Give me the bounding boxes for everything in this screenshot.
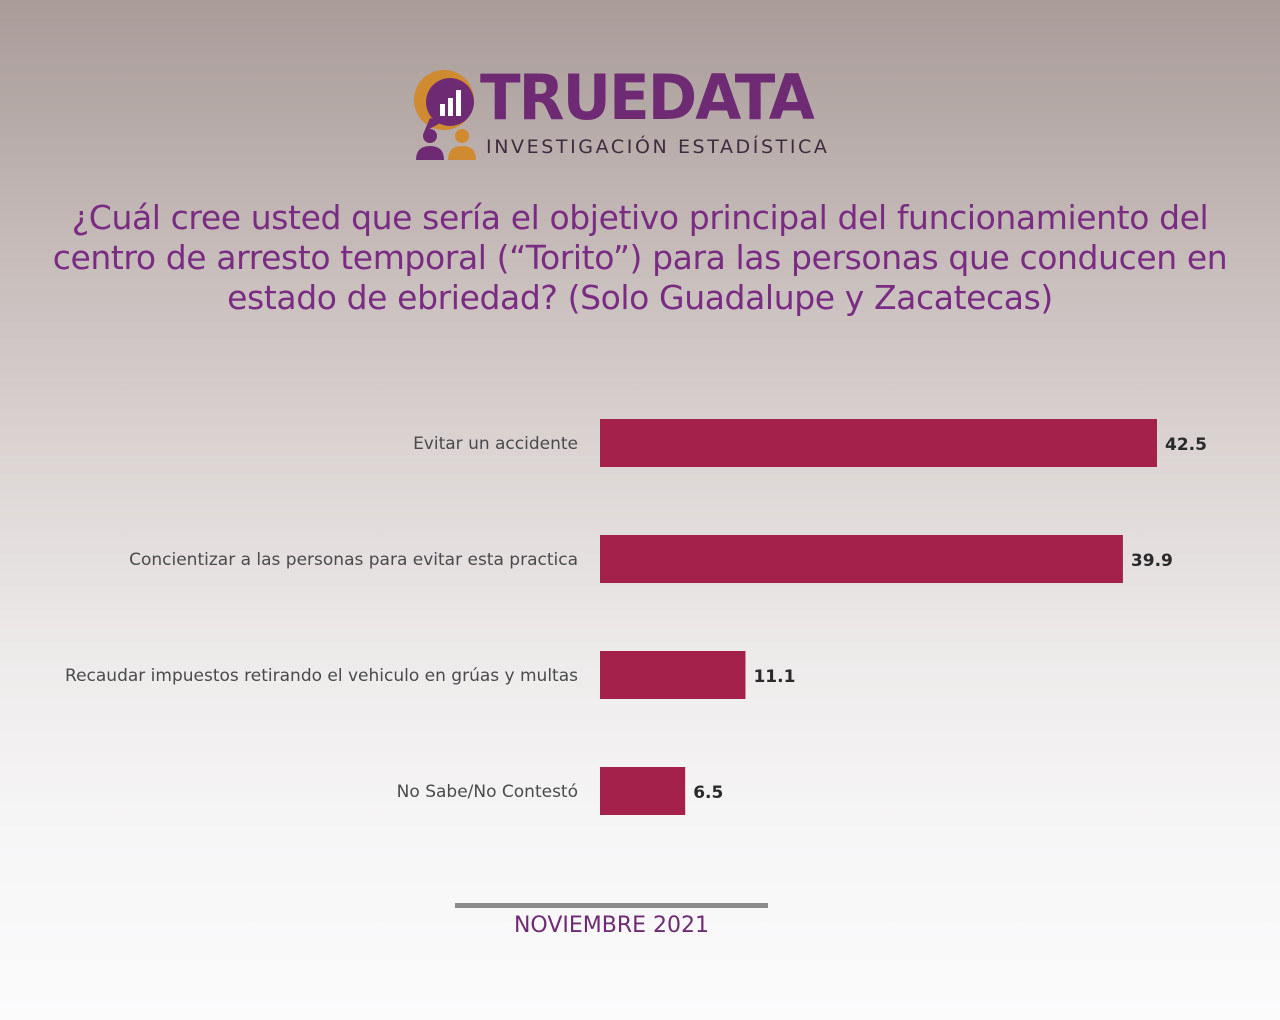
- chart-question: ¿Cuál cree usted que sería el objetivo p…: [52, 198, 1228, 317]
- footer-divider: [455, 903, 768, 908]
- bar: [600, 535, 1123, 583]
- category-label: Concientizar a las personas para evitar …: [129, 550, 578, 570]
- category-label: Evitar un accidente: [413, 434, 578, 454]
- value-label: 11.1: [753, 667, 795, 687]
- value-label: 6.5: [693, 783, 723, 803]
- category-label: No Sabe/No Contestó: [397, 782, 578, 802]
- footer-date: NOVIEMBRE 2021: [513, 913, 710, 938]
- value-label: 39.9: [1131, 551, 1173, 571]
- logo-title: TRUEDATA: [480, 61, 815, 134]
- value-label: 42.5: [1165, 435, 1207, 455]
- bar: [600, 767, 686, 815]
- logo-subtitle: INVESTIGACIÓN ESTADÍSTICA: [486, 136, 830, 158]
- truedata-logo: TRUEDATA INVESTIGACIÓN ESTADÍSTICA: [410, 62, 860, 162]
- category-label: Recaudar impuestos retirando el vehiculo…: [65, 666, 578, 686]
- logo-chart-bubble-icon: [414, 70, 476, 160]
- bar-chart: Evitar un accidente 42.5 Concientizar a la…: [65, 419, 1207, 815]
- bar: [600, 419, 1157, 467]
- bar: [600, 651, 746, 699]
